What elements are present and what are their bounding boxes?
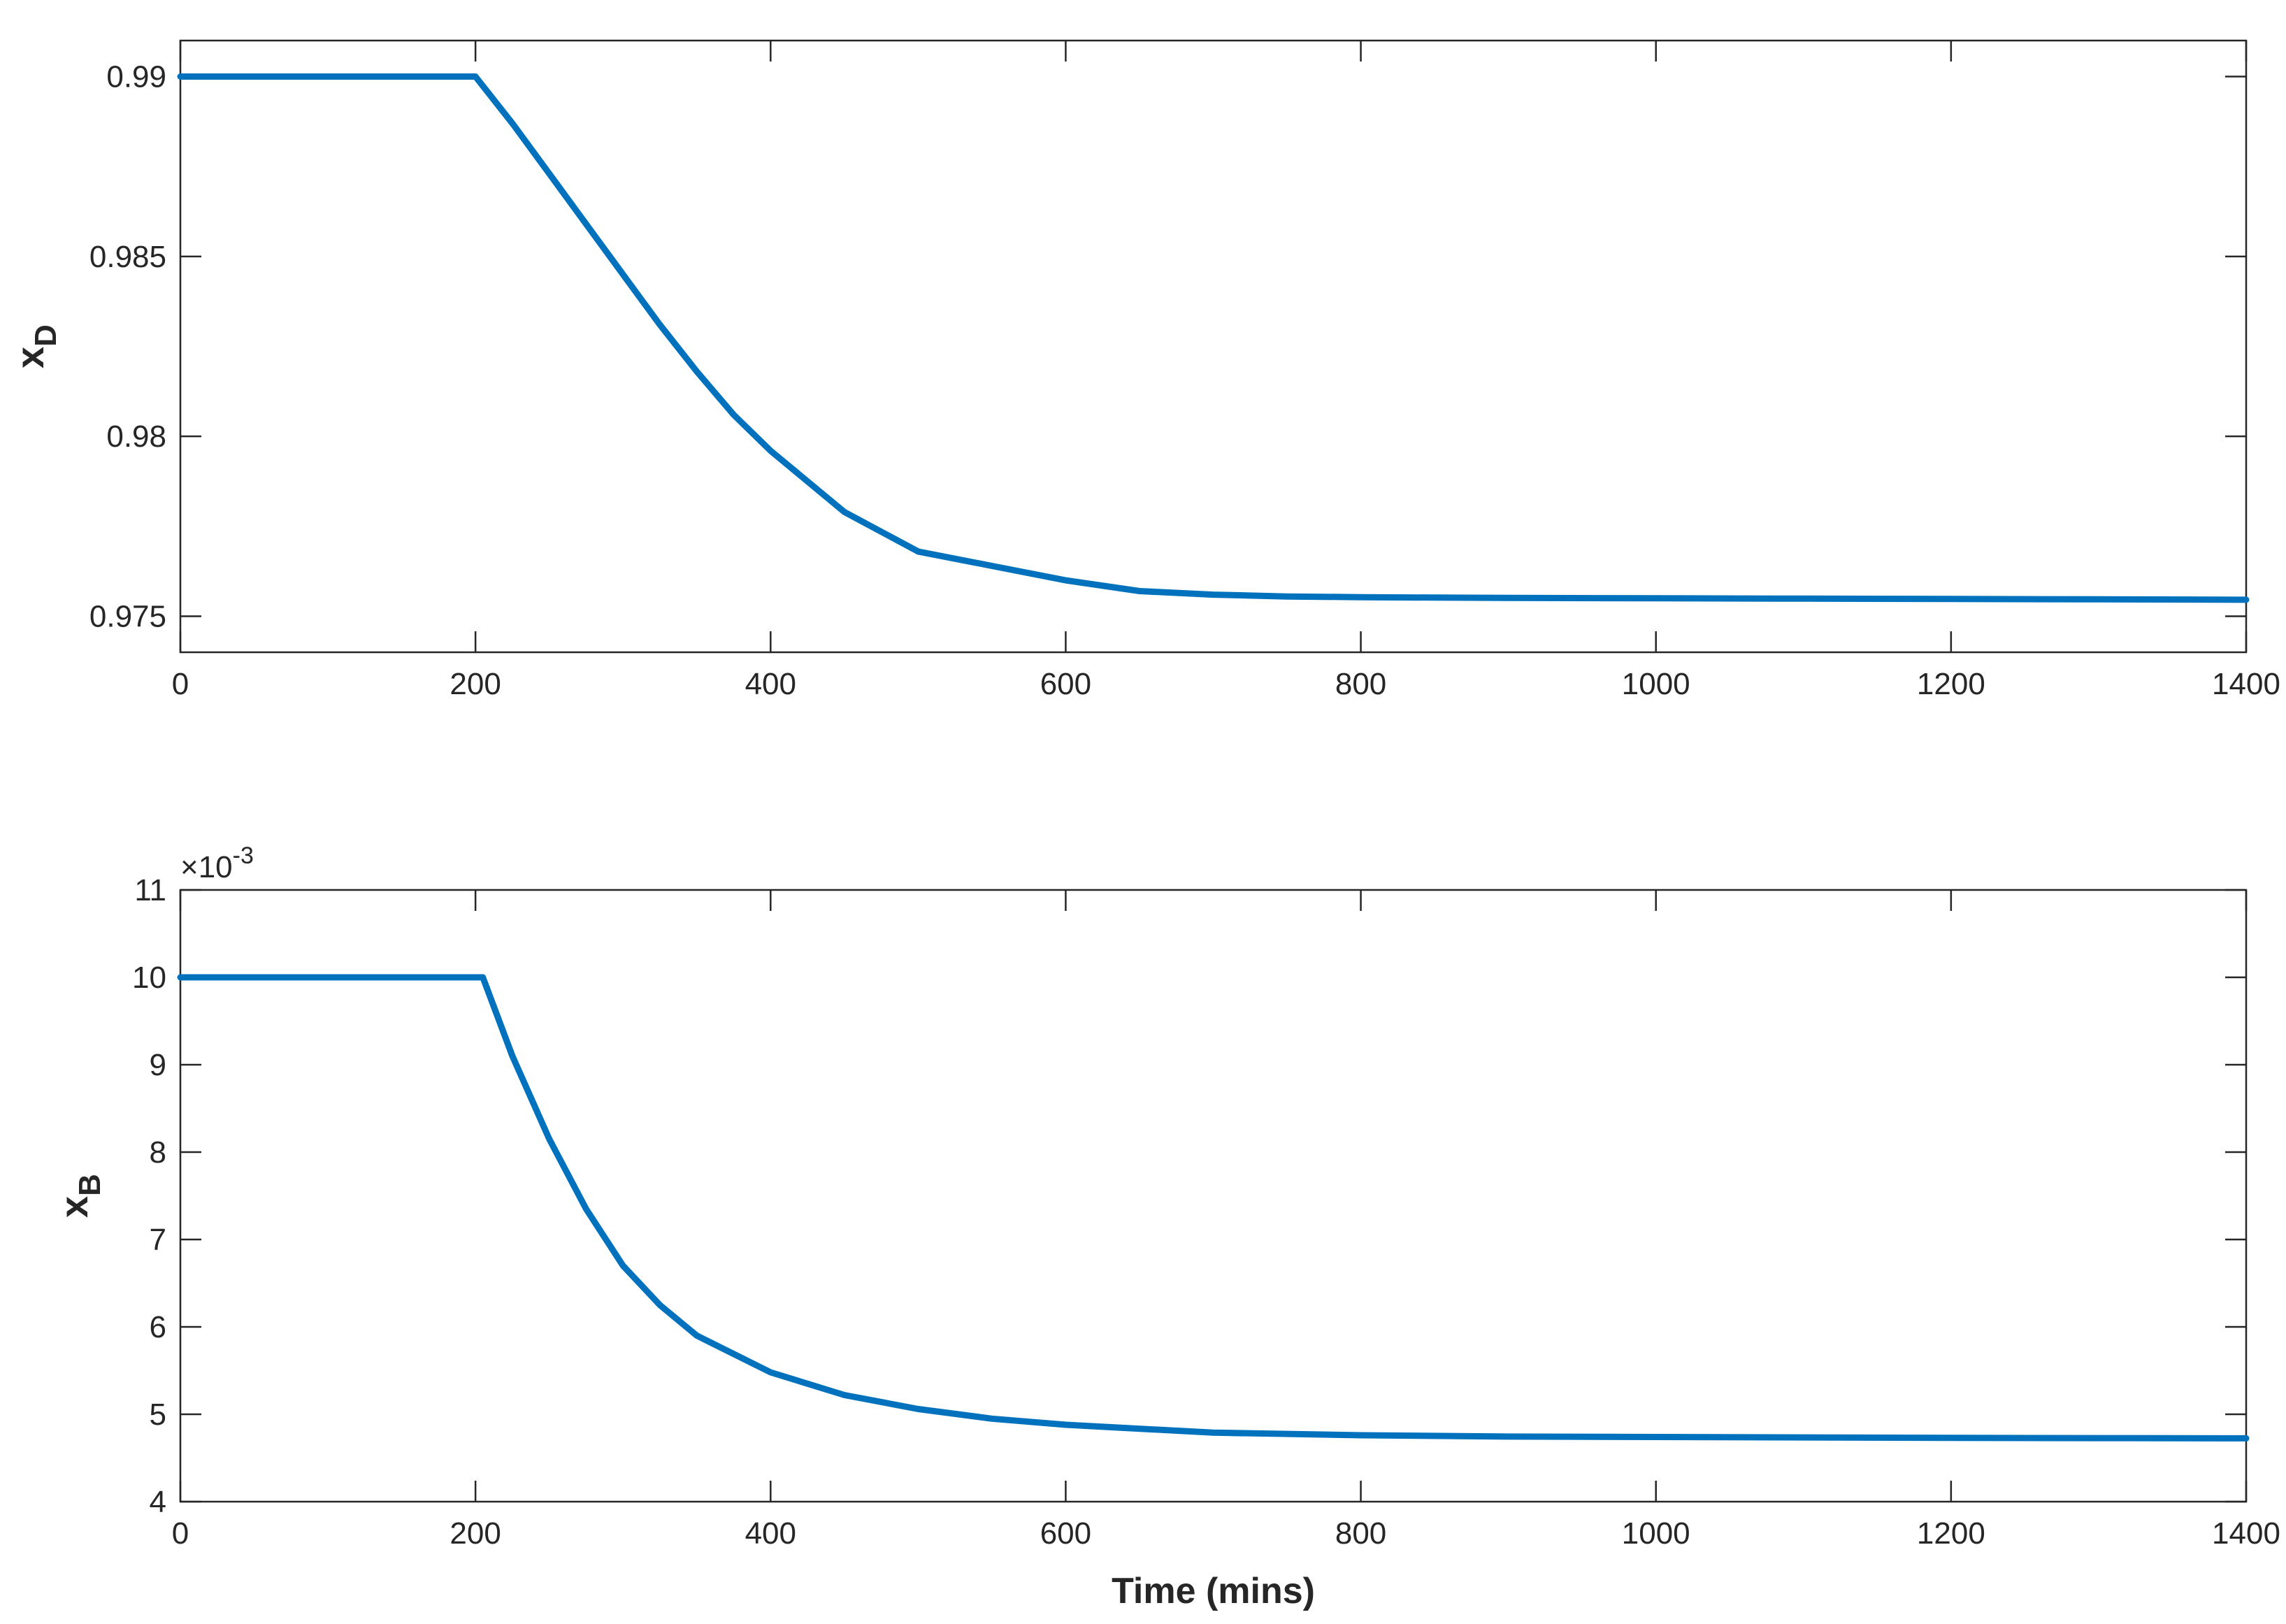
y-tick-label: 7: [150, 1223, 166, 1257]
y-tick-label: 8: [150, 1135, 166, 1170]
x-tick-label: 1400: [2212, 1516, 2280, 1551]
axes-box: [179, 889, 2248, 1503]
y-tick-label: 9: [150, 1048, 166, 1082]
x-axis-title: Time (mins): [1112, 1571, 1315, 1611]
y-tick-label: 11: [134, 873, 166, 907]
x-tick-label: 600: [1040, 1516, 1091, 1551]
axes-box: [179, 39, 2248, 654]
y-tick-label: 0.98: [106, 419, 166, 454]
x-tick-label: 800: [1335, 1516, 1386, 1551]
y-tick-label: 10: [132, 961, 166, 995]
y-axis-title: xB: [52, 1174, 107, 1218]
x-tick-label: 1000: [1622, 667, 1690, 701]
x-tick-label: 1200: [1917, 1516, 1985, 1551]
y-tick-label: 0.99: [106, 59, 166, 94]
y-tick-label: 6: [150, 1310, 166, 1344]
x-tick-label: 0: [172, 1516, 189, 1551]
x-tick-label: 400: [745, 667, 796, 701]
chart-panel-1: 0 200 400 600 800 1000 1200 1400 0.975 0.98 0.985 0…: [8, 39, 2280, 701]
y-axis-title: xD: [8, 324, 63, 368]
chart-panel-2: 0 200 400 600 800 1000 1200 1400 4 5 6 7 8 9 10 11 ×10-3…: [52, 842, 2280, 1611]
x-tick-label: 1000: [1622, 1516, 1690, 1551]
x-tick-label: 200: [450, 1516, 501, 1551]
y-exponent-label: ×10-3: [180, 842, 254, 884]
y-tick-label: 0.975: [89, 600, 166, 634]
y-tick-label: 4: [150, 1485, 166, 1519]
y-tick-label: 0.985: [89, 240, 166, 274]
x-tick-label: 0: [172, 667, 189, 701]
x-tick-label: 600: [1040, 667, 1091, 701]
x-tick-label: 800: [1335, 667, 1386, 701]
y-tick-label: 5: [150, 1397, 166, 1432]
x-tick-label: 1200: [1917, 667, 1985, 701]
x-tick-label: 400: [745, 1516, 796, 1551]
series-line-1: [177, 974, 2250, 1442]
x-tick-label: 1400: [2212, 667, 2280, 701]
series-line-1: [177, 73, 2250, 603]
x-tick-label: 200: [450, 667, 501, 701]
